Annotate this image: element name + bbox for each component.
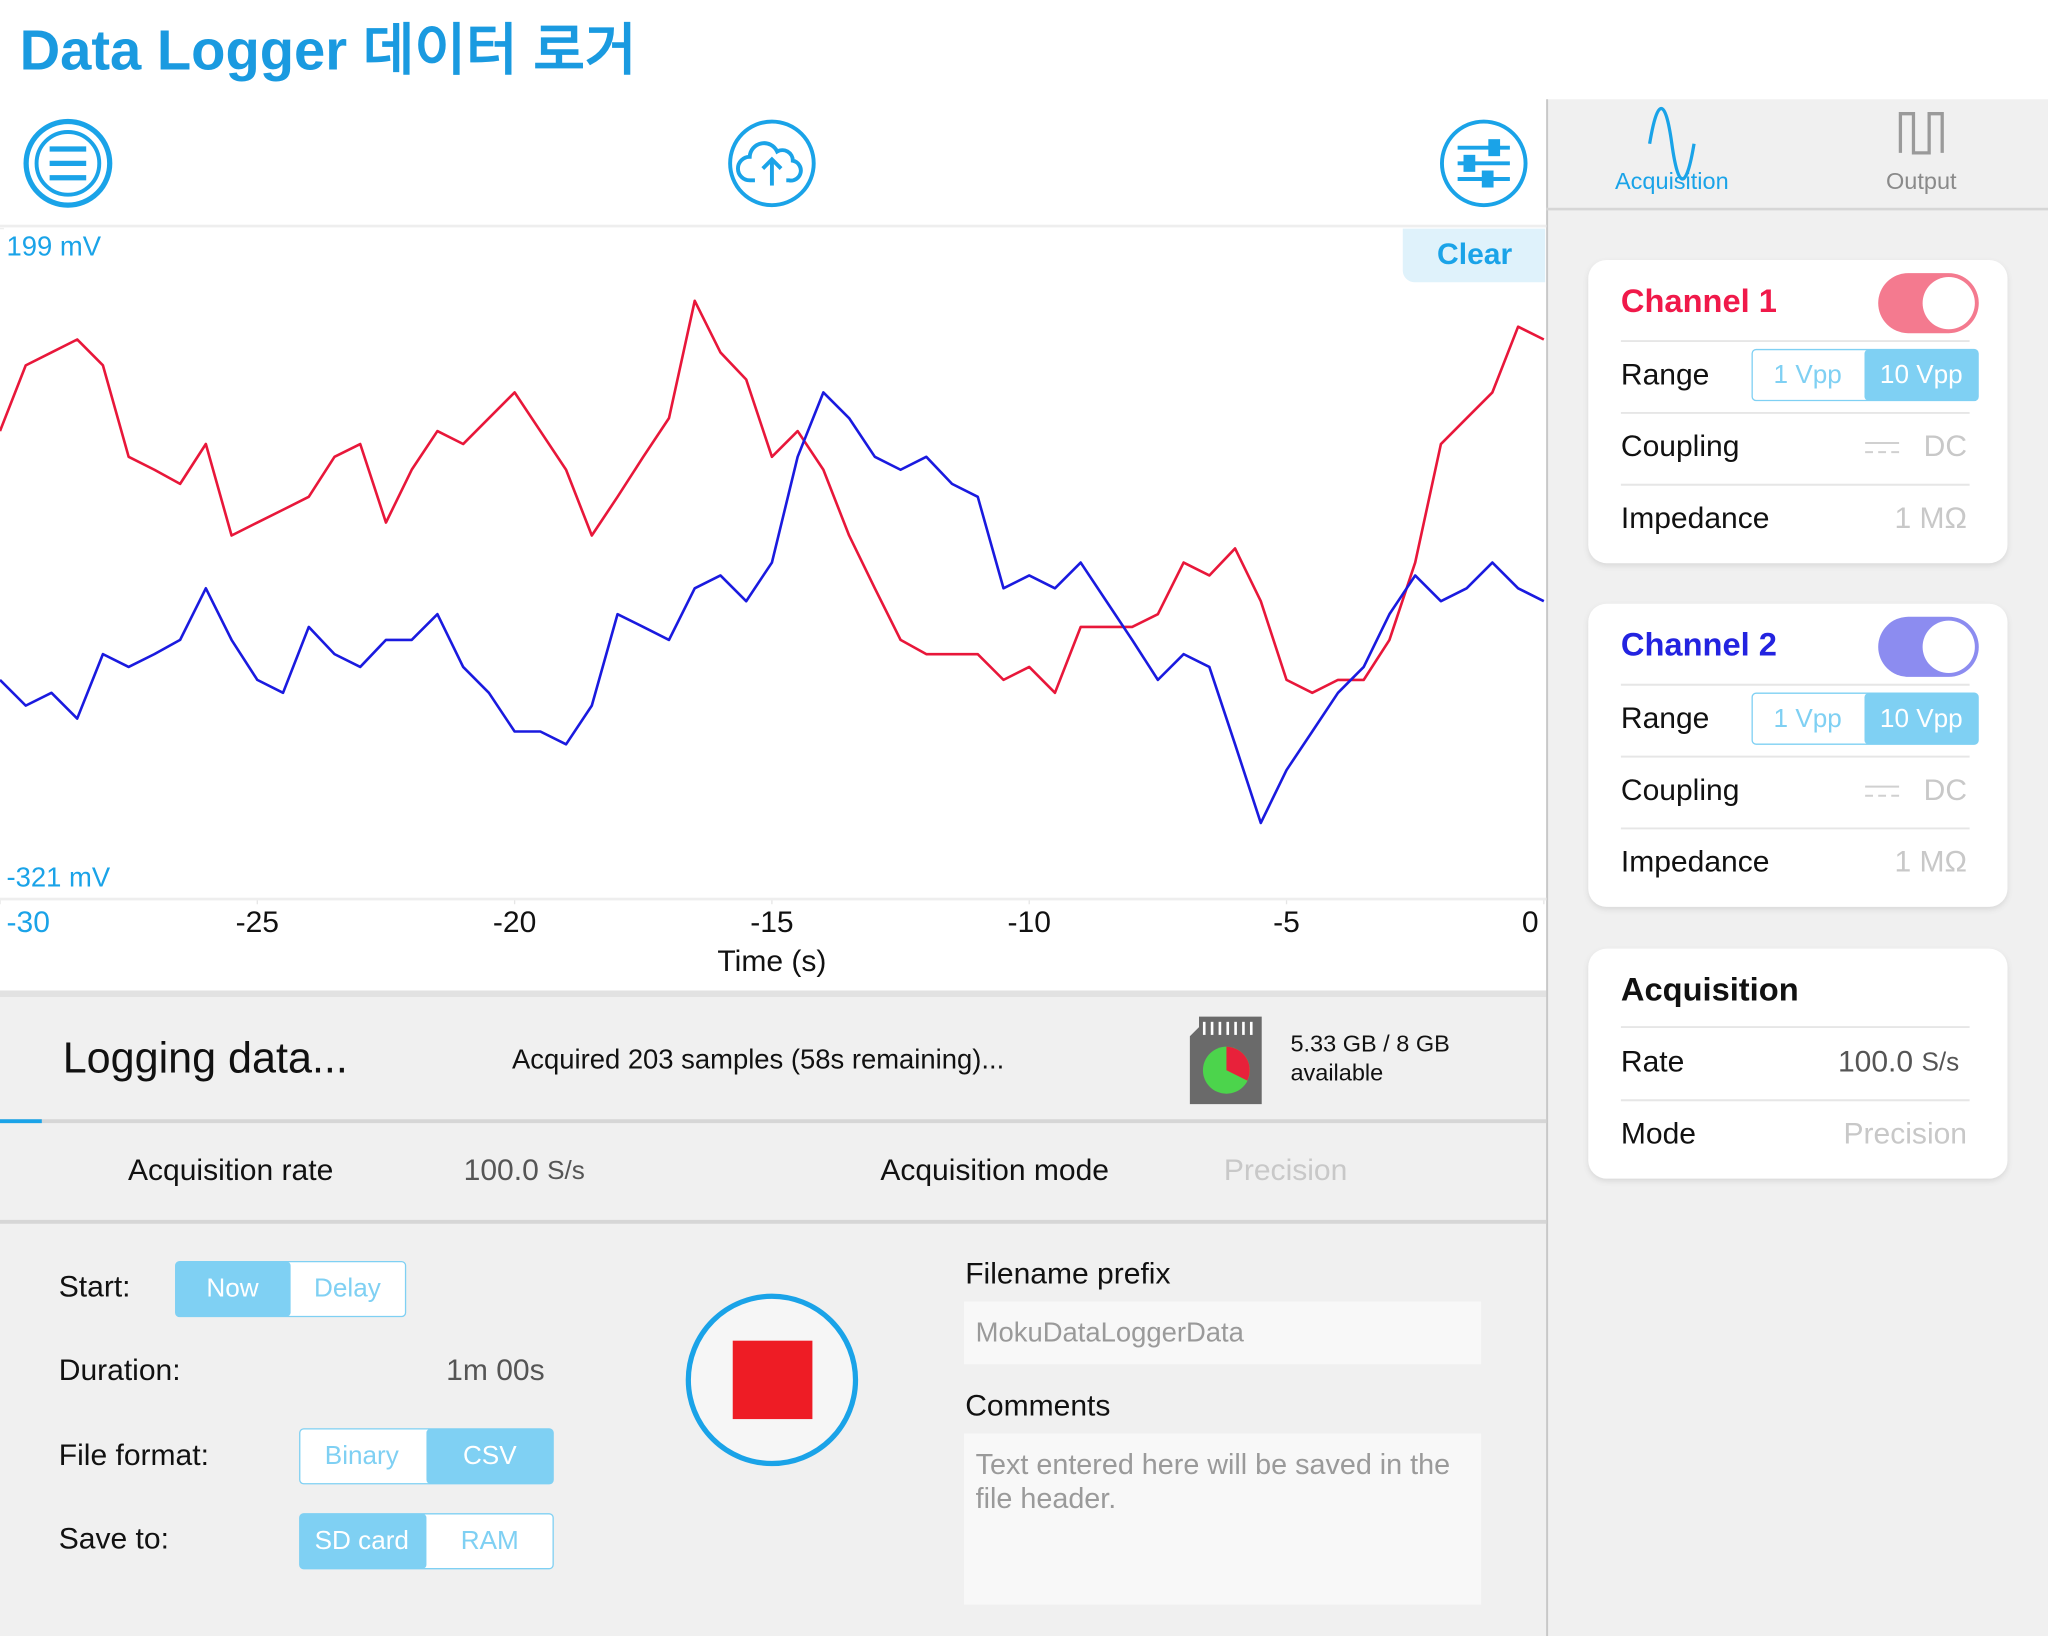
segment-option[interactable]: 10 Vpp [1880, 703, 1963, 733]
row-label: Rate [1621, 1046, 1684, 1079]
x-tick-label: -15 [750, 906, 793, 939]
row-label: Coupling [1621, 430, 1740, 463]
segment-option[interactable]: SD card [315, 1525, 409, 1555]
storage-size: 5.33 GB / 8 GB [1290, 1031, 1449, 1057]
mode-label: Acquisition mode [880, 1154, 1109, 1187]
x-tick-label: -5 [1273, 906, 1300, 939]
start-label: Start: [59, 1270, 131, 1303]
clear-label: Clear [1437, 238, 1512, 271]
trace [0, 299, 1545, 695]
card-title: Channel 1 [1621, 282, 1777, 319]
comments-input[interactable] [963, 1433, 1482, 1605]
prefix-input[interactable] [963, 1301, 1482, 1365]
segment-option[interactable]: Now [206, 1273, 258, 1303]
row-value: Precision [1844, 1117, 1967, 1150]
menu-button[interactable] [23, 118, 113, 208]
x-axis-label: Time (s) [717, 945, 826, 978]
status-title: Logging data... [63, 1034, 348, 1082]
card-title: Acquisition [1621, 970, 1799, 1007]
rate-number: 100.0 [1838, 1046, 1913, 1079]
row-label: Impedance [1621, 502, 1770, 535]
status-progress: Acquired 203 samples (58s remaining)... [512, 1043, 1004, 1074]
row-label: Coupling [1621, 774, 1740, 807]
segment-selected [1864, 693, 1979, 745]
toggle-knob [1922, 277, 1975, 330]
segment-option[interactable]: Binary [325, 1440, 399, 1470]
segment-option[interactable]: RAM [461, 1525, 519, 1555]
segment-selected [1864, 349, 1979, 401]
row-value: 1 MΩ [1895, 846, 1967, 879]
x-tick-label: -25 [236, 906, 279, 939]
row-value: DC [1924, 774, 1967, 807]
row-label: Range [1621, 358, 1709, 391]
duration-value[interactable]: 1m 00s [446, 1354, 544, 1387]
comments-placeholder: Text entered here will be saved in the f… [975, 1447, 1451, 1515]
mode-value: Precision [1224, 1154, 1347, 1187]
shadow [0, 990, 1547, 998]
cards: Channel 1 Range 1 Vpp 10 Vpp Coupling DC Imped… [1588, 260, 2008, 907]
rate-number: 100.0 [464, 1154, 539, 1187]
tab[interactable]: Acquisition [1615, 168, 1729, 194]
stop-button[interactable] [685, 1293, 859, 1467]
start-segment[interactable]: Now Delay [175, 1260, 407, 1318]
card-title: Channel 2 [1621, 625, 1777, 662]
channel-card: Channel 1 Range 1 Vpp 10 Vpp Coupling DC Imped… [1588, 260, 2008, 564]
tab[interactable]: Output [1886, 168, 1957, 194]
row-label: Impedance [1621, 846, 1770, 879]
card-background [1588, 603, 2008, 907]
toggle-knob [1922, 620, 1975, 673]
dc-icon [1865, 785, 1900, 797]
prefix-label: Filename prefix [965, 1257, 1170, 1290]
format-label: File format: [59, 1439, 209, 1472]
duration-label: Duration: [59, 1354, 181, 1387]
x-tick-label: -10 [1008, 906, 1051, 939]
row-label: Range [1621, 702, 1709, 735]
trace [0, 391, 1545, 825]
save-label: Save to: [59, 1523, 169, 1556]
x-tick-label: -20 [493, 906, 536, 939]
row-value: 1 MΩ [1895, 502, 1967, 535]
toggle[interactable] [1878, 273, 1979, 334]
plot: -30 -25 -20 -15 -10 -5 0 -321 mV 199 mV [0, 228, 1545, 939]
comments-label: Comments [965, 1389, 1110, 1422]
format-segment[interactable]: Binary CSV [299, 1428, 554, 1485]
y-tick-label: 199 mV [7, 231, 102, 262]
rate-unit: S/s [1921, 1047, 1959, 1077]
range-segment[interactable]: 1 Vpp 10 Vpp [1751, 692, 1979, 745]
y-tick-label: -321 mV [7, 862, 111, 893]
segment-option[interactable]: CSV [463, 1440, 517, 1470]
channel-card: Channel 2 Range 1 Vpp 10 Vpp Coupling DC Imped… [1588, 603, 2008, 907]
toggle[interactable] [1878, 616, 1979, 677]
comments-box: Text entered here will be saved in the f… [975, 1447, 1451, 1515]
clear-button[interactable]: Clear [1402, 228, 1546, 283]
acquisition-card: Acquisition Rate 100.0 S/s Mode Precisio… [1588, 948, 2008, 1179]
segment-option[interactable]: 1 Vpp [1774, 703, 1842, 733]
range-segment[interactable]: 1 Vpp 10 Vpp [1751, 348, 1979, 402]
dc-icon [1865, 441, 1900, 454]
segment-option[interactable]: 1 Vpp [1774, 359, 1842, 389]
settings-button[interactable] [1439, 119, 1528, 208]
segment-option[interactable]: Delay [314, 1273, 381, 1303]
rate-unit: S/s [547, 1155, 585, 1185]
row-value[interactable]: 100.0 S/s [1838, 1046, 1959, 1079]
acquisition-tab-icon [1648, 107, 1696, 181]
segment-option[interactable]: 10 Vpp [1880, 359, 1963, 389]
rate-label: Acquisition rate [128, 1154, 333, 1187]
app-title: Data Logger 데이터 로거 [20, 19, 637, 82]
row-value: DC [1924, 430, 1967, 463]
save-segment[interactable]: SD card RAM [299, 1513, 554, 1570]
row-label: Mode [1621, 1117, 1696, 1150]
prefix-placeholder: MokuDataLoggerData [976, 1316, 1245, 1347]
upload-button[interactable] [728, 119, 816, 208]
output-tab-icon [1898, 112, 1944, 155]
sd-card-icon [1189, 1016, 1262, 1105]
rate-value: 100.0 S/s [464, 1154, 585, 1187]
x-tick-label: 0 [1522, 906, 1539, 939]
card-background [1588, 260, 2008, 564]
x-tick-label: -30 [7, 906, 50, 939]
storage-note: available [1290, 1059, 1383, 1085]
